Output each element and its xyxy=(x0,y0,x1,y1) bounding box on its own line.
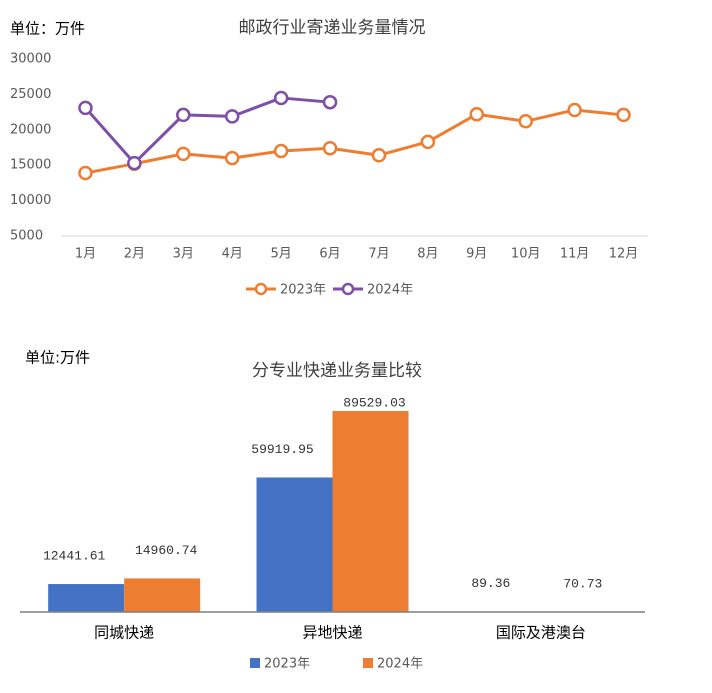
legend-label: 2024年 xyxy=(377,657,423,672)
legend-label: 2024年 xyxy=(367,283,413,298)
point xyxy=(469,106,485,122)
x-tick-label: 9月 xyxy=(466,247,487,262)
point xyxy=(176,107,191,123)
bar xyxy=(124,578,201,612)
data-label: 70.73 xyxy=(563,576,602,591)
x-tick-label: 3月 xyxy=(173,247,194,262)
point xyxy=(567,102,582,118)
legend-label: 2023年 xyxy=(264,657,310,672)
point xyxy=(616,107,631,123)
y-tick-label: 25000 xyxy=(10,87,51,102)
x-tick-label: 7月 xyxy=(368,247,389,262)
chart-title: 邮政行业寄递业务量情况 xyxy=(239,18,426,38)
point xyxy=(322,94,338,110)
point xyxy=(371,148,387,163)
bar xyxy=(332,411,409,612)
data-label: 14960.74 xyxy=(135,543,198,558)
bar xyxy=(256,477,333,612)
y-tick-label: 10000 xyxy=(10,193,51,208)
unit-label: 单位：万件 xyxy=(10,20,85,38)
x-tick-label: 同城快递 xyxy=(94,624,154,642)
point xyxy=(518,114,533,129)
y-tick-label: 30000 xyxy=(10,52,51,67)
point xyxy=(273,90,289,106)
point xyxy=(322,140,338,156)
x-tick-label: 2月 xyxy=(124,247,145,262)
data-label: 59919.95 xyxy=(251,442,313,457)
x-tick-label: 5月 xyxy=(270,247,291,262)
y-tick-label: 20000 xyxy=(10,122,51,137)
legend-swatch xyxy=(363,658,373,668)
legend-swatch xyxy=(250,658,260,668)
unit-label: 单位:万件 xyxy=(25,349,90,367)
y-tick-label: 15000 xyxy=(10,158,51,173)
series-line xyxy=(85,108,624,175)
x-tick-label: 6月 xyxy=(319,247,340,262)
point xyxy=(420,134,436,150)
x-tick-label: 10月 xyxy=(511,247,541,262)
x-tick-label: 4月 xyxy=(222,247,243,262)
legend-marker xyxy=(254,282,268,296)
x-tick-label: 11月 xyxy=(560,247,590,262)
point xyxy=(224,109,240,124)
point xyxy=(78,100,93,116)
point xyxy=(176,146,191,162)
point xyxy=(78,165,93,181)
data-label: 89.36 xyxy=(471,576,510,591)
x-tick-label: 1月 xyxy=(75,247,96,262)
point xyxy=(224,150,240,166)
y-tick-label: 5000 xyxy=(10,229,43,244)
point xyxy=(127,155,142,171)
series-line xyxy=(84,96,331,165)
x-tick-label: 8月 xyxy=(417,247,438,262)
bar xyxy=(48,584,125,612)
x-tick-label: 异地快递 xyxy=(302,624,362,642)
legend-marker xyxy=(341,282,355,296)
data-label: 89529.03 xyxy=(343,395,405,410)
legend-label: 2023年 xyxy=(280,283,326,298)
point xyxy=(273,143,289,159)
x-tick-label: 12月 xyxy=(609,247,639,262)
x-tick-label: 国际及港澳台 xyxy=(496,624,586,642)
data-label: 12441.61 xyxy=(43,549,106,564)
chart-title: 分专业快递业务量比较 xyxy=(252,361,422,381)
